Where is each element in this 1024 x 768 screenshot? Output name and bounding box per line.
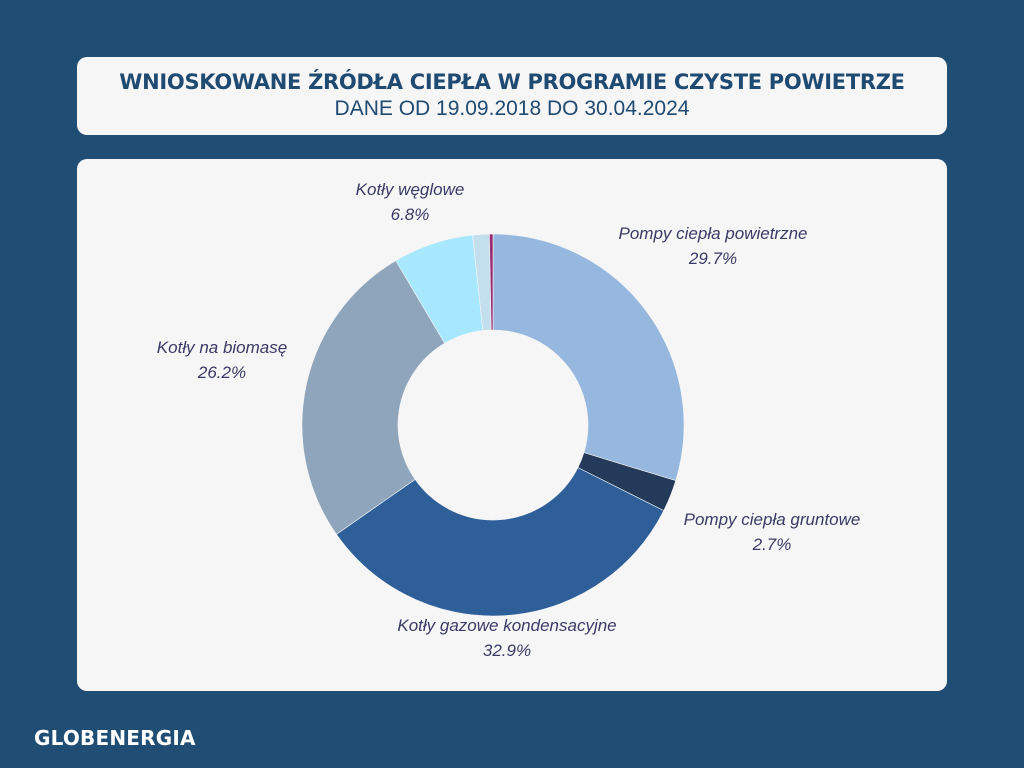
- slice-label: Kotły węglowe: [356, 180, 465, 199]
- slice-label: Kotły na biomasę: [157, 338, 287, 357]
- slice-label: Kotły gazowe kondensacyjne: [397, 616, 616, 635]
- donut-slice: [489, 233, 494, 331]
- donut-chart: Pompy ciepła powietrzne 29.7% Pompy ciepła…: [157, 180, 861, 660]
- title-card: WNIOSKOWANE ŹRÓDŁA CIEPŁA W PROGRAMIE CZ…: [77, 57, 947, 135]
- globenergia-logo: GLOBENERGIA: [34, 726, 196, 750]
- slice-value-label: 26.2%: [197, 363, 246, 382]
- chart-title: WNIOSKOWANE ŹRÓDŁA CIEPŁA W PROGRAMIE CZ…: [119, 70, 905, 94]
- donut-slice: [301, 260, 446, 535]
- donut-slice: [335, 467, 665, 617]
- slice-value-label: 32.9%: [483, 641, 531, 660]
- slice-value-label: 2.7%: [752, 535, 792, 554]
- slice-labels: Pompy ciepła powietrzne 29.7% Pompy ciepła…: [157, 180, 861, 660]
- slice-value-label: 6.8%: [391, 205, 430, 224]
- slice-label: Pompy ciepła gruntowe: [684, 510, 861, 529]
- chart-subtitle: DANE OD 19.09.2018 DO 30.04.2024: [334, 97, 690, 120]
- slice-label: Pompy ciepła powietrzne: [619, 224, 808, 243]
- chart-card: Pompy ciepła powietrzne 29.7% Pompy ciepła…: [77, 159, 947, 691]
- donut-slices: [301, 233, 685, 617]
- donut-slice: [492, 233, 685, 481]
- slice-value-label: 29.7%: [688, 249, 737, 268]
